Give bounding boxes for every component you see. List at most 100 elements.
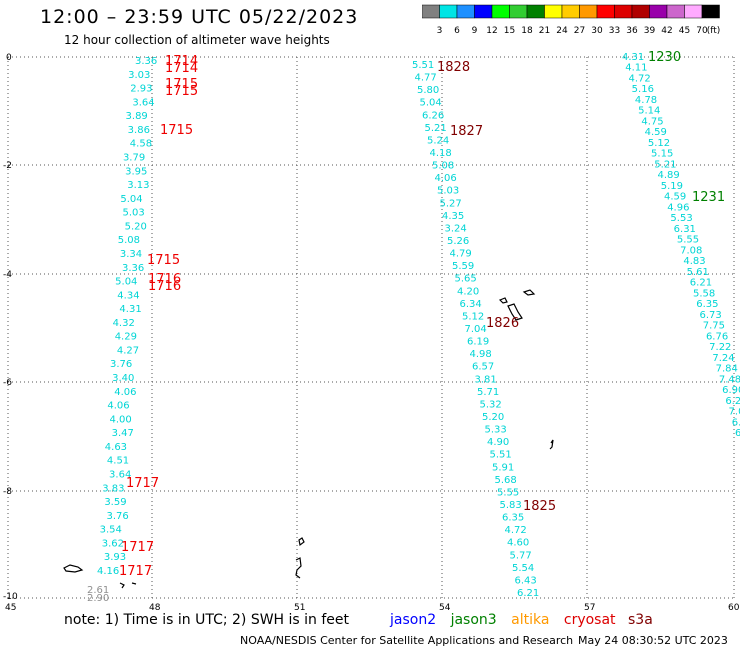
swh-value: 3.79 (123, 152, 145, 163)
swh-value: 3.76 (106, 511, 128, 522)
lon-label: 60 (728, 603, 740, 610)
pass-time-label: 1715 (160, 123, 193, 138)
swh-value: 5.03 (122, 208, 144, 219)
swh-value: 4.51 (107, 456, 129, 467)
swh-value: 5.14 (638, 106, 660, 117)
swh-value: 5.04 (115, 277, 137, 288)
swh-value: 5.15 (651, 149, 673, 160)
swh-value: 4.59 (664, 192, 686, 203)
lon-label: 57 (584, 603, 595, 610)
swh-value: 3.36 (122, 263, 144, 274)
swh-value: 7.22 (709, 342, 731, 353)
swh-value: 5.83 (500, 500, 522, 511)
swh-value: 5.65 (455, 274, 477, 285)
swh-value: 3.03 (128, 70, 150, 81)
swh-value: 5.80 (417, 85, 439, 96)
swh-value: 6.35 (502, 513, 524, 524)
lat-label: -6 (3, 378, 12, 388)
scale-tick-label: 70 (696, 26, 708, 36)
swh-value: 2.90 (87, 593, 109, 604)
pass-time-label: 1828 (437, 60, 470, 75)
satellite-legend: jason2 jason3 altika cryosat s3a (390, 612, 653, 628)
swh-value: 6.73 (699, 310, 721, 321)
swh-value: 4.98 (470, 349, 492, 360)
swh-value: 4.78 (635, 95, 657, 106)
scale-tick-label: 18 (521, 26, 533, 36)
lon-label: 51 (294, 603, 305, 610)
swh-value: 6.21 (517, 588, 539, 599)
pass-time-label: 1826 (486, 316, 519, 331)
swh-value: 3.62 (102, 538, 124, 549)
swh-value: 6.21 (690, 278, 712, 289)
swh-value: 5.04 (420, 98, 442, 109)
swh-value: 5.53 (670, 213, 692, 224)
page-title: 12:00 – 23:59 UTC 05/22/2023 (40, 6, 359, 28)
swh-value: 5.32 (480, 399, 502, 410)
swh-value: 4.06 (107, 401, 129, 412)
swh-value: 3.86 (128, 125, 150, 136)
swh-value: 5.21 (654, 159, 676, 170)
swh-value: 7.04 (465, 324, 487, 335)
scale-tick-label: 21 (539, 26, 550, 36)
graticule (7, 56, 735, 599)
swh-value: 3.95 (125, 166, 147, 177)
swh-value: 5.08 (432, 161, 454, 172)
swh-value: 4.79 (450, 249, 472, 260)
swh-value: 4.72 (505, 525, 527, 536)
swh-value: 5.26 (447, 236, 469, 247)
swh-value: 5.71 (477, 387, 499, 398)
swh-value: 5.20 (482, 412, 504, 423)
swh-value: 7.08 (680, 245, 702, 256)
swh-value: 4.75 (641, 116, 663, 127)
pass-time-label: 1825 (523, 499, 556, 514)
swh-value: 4.35 (442, 211, 464, 222)
swh-value: 6.72 (732, 417, 740, 428)
pass-time-label: 1714 (165, 61, 198, 76)
swh-value: 4.27 (117, 345, 139, 356)
lon-label: 54 (439, 603, 451, 610)
swh-value: 4.90 (487, 437, 509, 448)
swh-value: 6.90 (722, 385, 740, 396)
pass-time-label: 1715 (147, 253, 180, 268)
legend-altika: altika (511, 612, 550, 628)
swh-value: 4.83 (683, 256, 705, 267)
scale-tick-label: 39 (644, 26, 656, 36)
page-subtitle: 12 hour collection of altimeter wave hei… (64, 33, 330, 47)
lon-label: 45 (5, 603, 16, 610)
scale-tick-label: 12 (486, 26, 497, 36)
swh-value: 5.61 (687, 267, 709, 278)
pass-time-label: 1715 (165, 84, 198, 99)
swh-value: 5.12 (648, 138, 670, 149)
swh-value: 4.16 (97, 566, 119, 577)
swh-value: 4.06 (435, 173, 457, 184)
swh-value: 3.83 (102, 483, 124, 494)
swh-value: 6.27 (725, 396, 740, 407)
color-scale-legend: 3 6 9 12 15 18 21 24 27 30 33 36 39 42 45 70(ft) (422, 4, 720, 36)
swh-value: 4.18 (430, 148, 452, 159)
swh-value: 5.24 (427, 135, 449, 146)
swh-value: 3.64 (109, 470, 131, 481)
swh-value: 6.34 (460, 299, 482, 310)
swh-value: 5.91 (492, 462, 514, 473)
island-outline (298, 537, 305, 547)
credit-line: NOAA/NESDIS Center for Satellite Applica… (240, 634, 574, 647)
pass-time-label: 1717 (119, 564, 152, 579)
island-outline (119, 582, 125, 589)
swh-value: 3.59 (104, 497, 126, 508)
swh-value: 4.31 (119, 304, 141, 315)
pass-time-label: 1231 (692, 190, 725, 205)
swh-value: 5.55 (677, 235, 699, 246)
swh-value: 5.20 (125, 221, 147, 232)
legend-cryosat: cryosat (563, 612, 616, 628)
swh-value: 5.68 (495, 475, 517, 486)
scale-tick-label: 42 (661, 26, 672, 36)
swh-value: 6.57 (472, 362, 494, 373)
swh-value: 5.08 (118, 235, 140, 246)
island-outline (522, 289, 536, 296)
scale-tick-label: 9 (472, 26, 478, 36)
swh-value: 5.21 (425, 123, 447, 134)
swh-value: 6.29 (735, 428, 740, 439)
pass-time-label: 1230 (648, 50, 681, 65)
swh-value: 4.59 (645, 127, 667, 138)
scale-swatch (701, 4, 720, 19)
